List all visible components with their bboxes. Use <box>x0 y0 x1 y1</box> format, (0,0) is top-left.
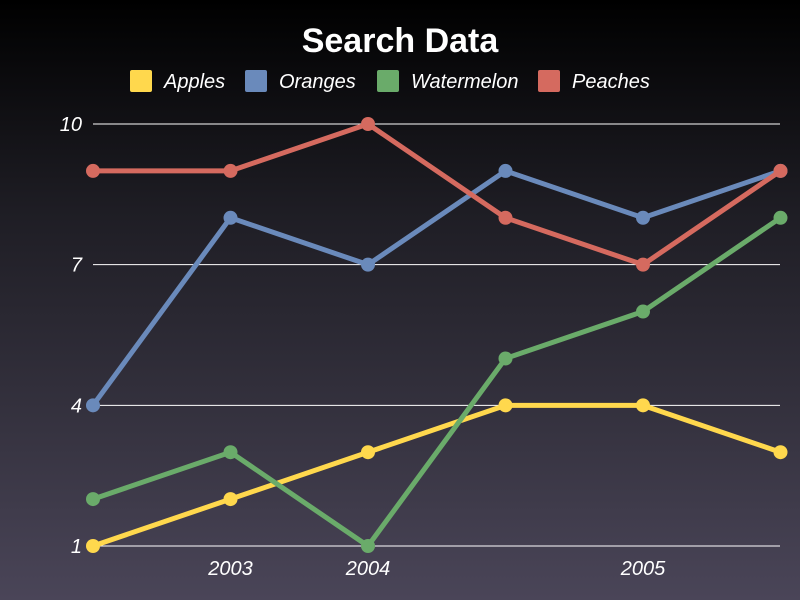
series-line <box>90 215 783 549</box>
series-apples <box>86 398 788 553</box>
data-point <box>361 539 375 553</box>
data-point <box>498 210 513 225</box>
x-tick-label: 2005 <box>620 558 666 580</box>
data-point <box>361 257 375 272</box>
y-axis-ticks: 1 4 7 10 <box>60 114 83 558</box>
y-tick-label: 1 <box>71 536 82 558</box>
legend-item: Apples <box>130 70 225 93</box>
legend-label: Oranges <box>279 71 356 93</box>
data-point <box>498 351 513 366</box>
data-point <box>773 210 788 225</box>
data-point <box>361 117 375 131</box>
y-tick-label: 7 <box>71 255 83 277</box>
legend-swatch <box>245 70 267 92</box>
series-line <box>90 168 783 408</box>
legend-item: Oranges <box>245 70 356 93</box>
series-oranges <box>86 163 788 413</box>
series-watermelon <box>86 210 788 553</box>
legend-item: Watermelon <box>377 70 518 93</box>
data-point <box>223 163 238 178</box>
legend-swatch <box>538 70 560 92</box>
data-point <box>636 304 650 319</box>
series-line <box>90 402 783 549</box>
legend-swatch <box>377 70 399 92</box>
data-point <box>223 492 238 507</box>
x-tick-label: 2003 <box>207 558 253 580</box>
data-point <box>223 210 238 225</box>
data-point <box>498 398 513 413</box>
legend-label: Peaches <box>572 71 650 93</box>
data-point <box>773 163 788 178</box>
y-tick-label: 4 <box>71 395 82 417</box>
data-point <box>636 210 650 225</box>
data-point <box>223 445 238 460</box>
data-point <box>86 492 100 507</box>
chart-title: Search Data <box>302 22 500 60</box>
series-line <box>90 121 783 268</box>
legend-label: Watermelon <box>411 71 518 93</box>
data-point <box>636 398 650 413</box>
legend-label: Apples <box>163 71 225 93</box>
series-group <box>86 117 788 553</box>
data-point <box>86 163 100 178</box>
series-peaches <box>86 117 788 272</box>
data-point <box>498 163 513 178</box>
legend-swatch <box>130 70 152 92</box>
data-point <box>86 398 100 413</box>
data-point <box>86 539 100 553</box>
legend: Apples Oranges Watermelon Peaches <box>130 70 650 93</box>
gridlines <box>93 123 780 547</box>
data-point <box>773 445 788 460</box>
x-axis-ticks: 2003 2004 2005 <box>207 558 666 580</box>
y-tick-label: 10 <box>60 114 82 136</box>
legend-item: Peaches <box>538 70 650 93</box>
data-point <box>361 445 375 460</box>
data-point <box>636 257 650 272</box>
x-tick-label: 2004 <box>345 558 391 580</box>
